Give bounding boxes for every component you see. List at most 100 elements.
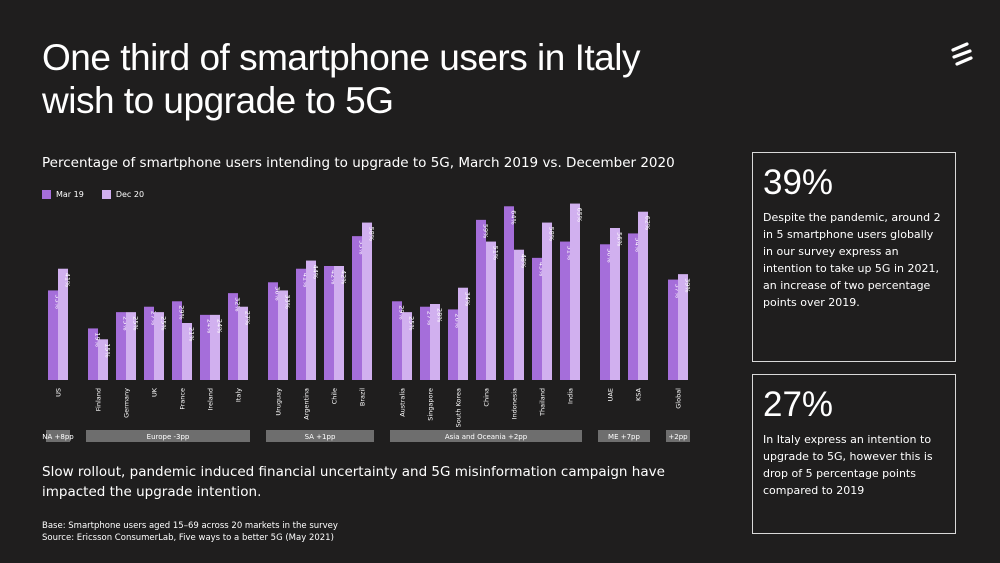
title-line-1: One third of smartphone users in Italy [42, 37, 640, 78]
bar-dec20-france [182, 323, 192, 380]
bar-mar19-uk [144, 306, 154, 380]
bar-mar19-thailand [532, 257, 542, 380]
bar-mar19-australia [392, 301, 402, 380]
bar-mar19-china [476, 219, 486, 380]
bar-label: 64% [509, 210, 517, 224]
bar-label: 21% [187, 327, 195, 341]
bar-dec20-brazil [362, 222, 372, 380]
bar-label: 65% [575, 208, 583, 222]
stat-card-italy-text: In Italy express an intention to upgrade… [763, 433, 933, 497]
group-bar [266, 430, 374, 442]
bar-label: 33% [53, 294, 61, 308]
bar-dec20-ireland [210, 314, 220, 380]
bar-label: 33% [283, 294, 291, 308]
bar-mar19-india [560, 241, 570, 380]
page-title: One third of smartphone users in Italy w… [42, 36, 722, 122]
bar-dec20-uae [610, 228, 620, 380]
bar-label: 32% [233, 297, 241, 311]
bar-mar19-france [172, 301, 182, 380]
legend-item-dec20: Dec 20 [101, 190, 145, 199]
legend-item-mar19: Mar 19 [42, 190, 84, 199]
bar-dec20-argentina [306, 260, 316, 380]
group-bar [86, 430, 250, 442]
category-label: Australia [398, 388, 406, 417]
group-label: ME +7pp [608, 433, 640, 441]
bar-label: 24% [215, 319, 223, 333]
category-label: Brazil [358, 388, 366, 406]
bar-mar19-ireland [200, 314, 210, 380]
bar-mar19-south-korea [448, 309, 458, 380]
category-label: Chile [330, 388, 338, 404]
bar-label: 34% [463, 292, 471, 306]
bar-label: 50% [605, 248, 613, 262]
category-label: Finland [94, 388, 102, 411]
bar-label: 54% [633, 237, 641, 251]
bar-mar19-uruguay [268, 282, 278, 380]
bar-label: 15% [103, 343, 111, 357]
bar-dec20-italy [238, 306, 248, 380]
footnote-base: Base: Smartphone users aged 15–69 across… [42, 521, 338, 531]
bar-dec20-us [58, 268, 68, 380]
category-label: South Korea [454, 388, 462, 427]
bar-dec20-germany [126, 312, 136, 380]
bar-mar19-italy [228, 293, 238, 380]
bar-dec20-ksa [638, 211, 648, 380]
group-bar [598, 430, 650, 442]
category-label: Italy [234, 388, 242, 402]
category-label: UK [150, 387, 158, 397]
footnote-source: Source: Ericsson ConsumerLab, Five ways … [42, 533, 334, 543]
bar-label: 44% [311, 265, 319, 279]
category-label: Germany [122, 388, 130, 418]
bar-mar19-global [668, 279, 678, 380]
bar-dec20-uruguay [278, 290, 288, 380]
bar-label: 62% [643, 216, 651, 230]
category-label: Argentina [302, 388, 310, 420]
bar-mar19-us [48, 290, 58, 380]
bar-label: 28% [435, 308, 443, 322]
bar-label: 41% [63, 273, 71, 287]
bar-mar19-uae [600, 244, 610, 380]
group-bar [666, 430, 690, 442]
bar-label: 39% [683, 278, 691, 292]
bar-label: 36% [273, 286, 281, 300]
legend-label-dec20: Dec 20 [115, 190, 145, 199]
ericsson-logo-icon [951, 42, 973, 66]
bar-mar19-singapore [420, 306, 430, 380]
bar-label: 58% [367, 227, 375, 241]
title-line-2: wish to upgrade to 5G [42, 80, 394, 121]
category-label: Global [674, 388, 682, 409]
group-label: SA +1pp [305, 433, 336, 441]
stat-card-global-text: Despite the pandemic, around 2 in 5 smar… [763, 211, 941, 309]
takeaway-text: Slow rollout, pandemic induced financial… [42, 464, 665, 500]
bar-mar19-indonesia [504, 206, 514, 380]
bar-dec20-thailand [542, 222, 552, 380]
chart-legend: Mar 19 Dec 20 [42, 190, 144, 199]
category-label: China [482, 388, 490, 407]
bar-label: 27% [149, 311, 157, 325]
bar-mar19-brazil [352, 236, 362, 380]
bar-label: 27% [243, 311, 251, 325]
category-label: Ireland [206, 388, 214, 410]
bar-dec20-singapore [430, 304, 440, 380]
stat-card-global: 39% Despite the pandemic, around 2 in 5 … [752, 152, 956, 362]
group-label: Asia and Oceania +2pp [445, 433, 528, 441]
chart-title: Percentage of smartphone users intending… [42, 155, 675, 171]
bar-label: 41% [301, 273, 309, 287]
bar-label: 48% [519, 254, 527, 268]
bar-label: 53% [357, 240, 365, 254]
bar-mar19-germany [116, 312, 126, 380]
bar-dec20-china [486, 241, 496, 380]
bar-dec20-finland [98, 339, 108, 380]
bar-mar19-ksa [628, 233, 638, 380]
bar-dec20-australia [402, 312, 412, 380]
bar-dec20-uk [154, 312, 164, 380]
bar-label: 45% [537, 262, 545, 276]
bar-label: 25% [121, 316, 129, 330]
bar-label: 51% [565, 246, 573, 260]
footnote: Base: Smartphone users aged 15–69 across… [42, 520, 338, 544]
bar-label: 25% [131, 316, 139, 330]
category-label: Uruguay [274, 388, 282, 416]
category-label: France [178, 388, 186, 410]
bar-label: 29% [177, 305, 185, 319]
